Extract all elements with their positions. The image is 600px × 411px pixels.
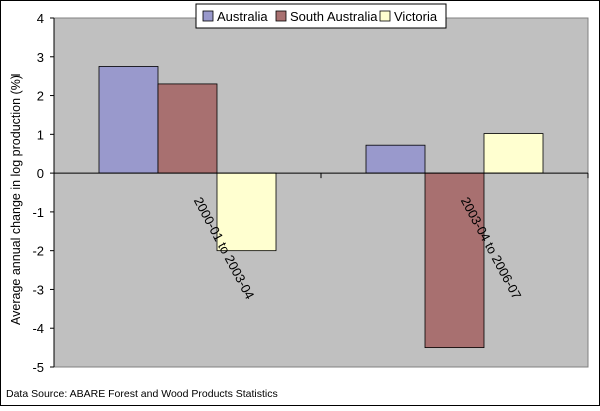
bar-victoria-1 (483, 133, 544, 174)
legend-swatch (275, 10, 287, 22)
bar-australia-1 (365, 144, 426, 174)
bar-south-australia-1 (424, 172, 485, 349)
legend-label: Australia (217, 9, 268, 24)
y-tick-label: -3 (32, 282, 44, 297)
y-tick-label: 4 (37, 11, 44, 26)
legend-swatch (379, 10, 391, 22)
bar-south-australia-0 (157, 83, 218, 174)
bar-australia-0 (98, 66, 159, 174)
y-tick-label: -5 (32, 360, 44, 375)
data-source-note: Data Source: ABARE Forest and Wood Produ… (6, 388, 278, 400)
y-tick-label: 1 (37, 127, 44, 142)
bars-layer (98, 66, 544, 349)
y-axis-label: Average annual change in log production … (9, 75, 23, 325)
legend-label: Victoria (394, 9, 438, 24)
legend-swatch (202, 10, 214, 22)
y-tick-label: 3 (37, 50, 44, 65)
y-tick-label: -4 (32, 321, 44, 336)
y-tick-label: -2 (32, 244, 44, 259)
bar-victoria-0 (216, 172, 277, 252)
legend-label: South Australia (290, 9, 378, 24)
y-tick-labels: 4 3 2 1 0 -1 -2 -3 -4 -5 (32, 11, 44, 375)
legend-box (195, 3, 447, 29)
legend: Australia South Australia Victoria (195, 3, 447, 29)
y-tick-label: 2 (37, 89, 44, 104)
axes-layer (50, 17, 589, 368)
y-axis-label-marker: I (9, 73, 23, 76)
y-tick-label: 0 (37, 166, 44, 181)
y-tick-label: -1 (32, 205, 44, 220)
